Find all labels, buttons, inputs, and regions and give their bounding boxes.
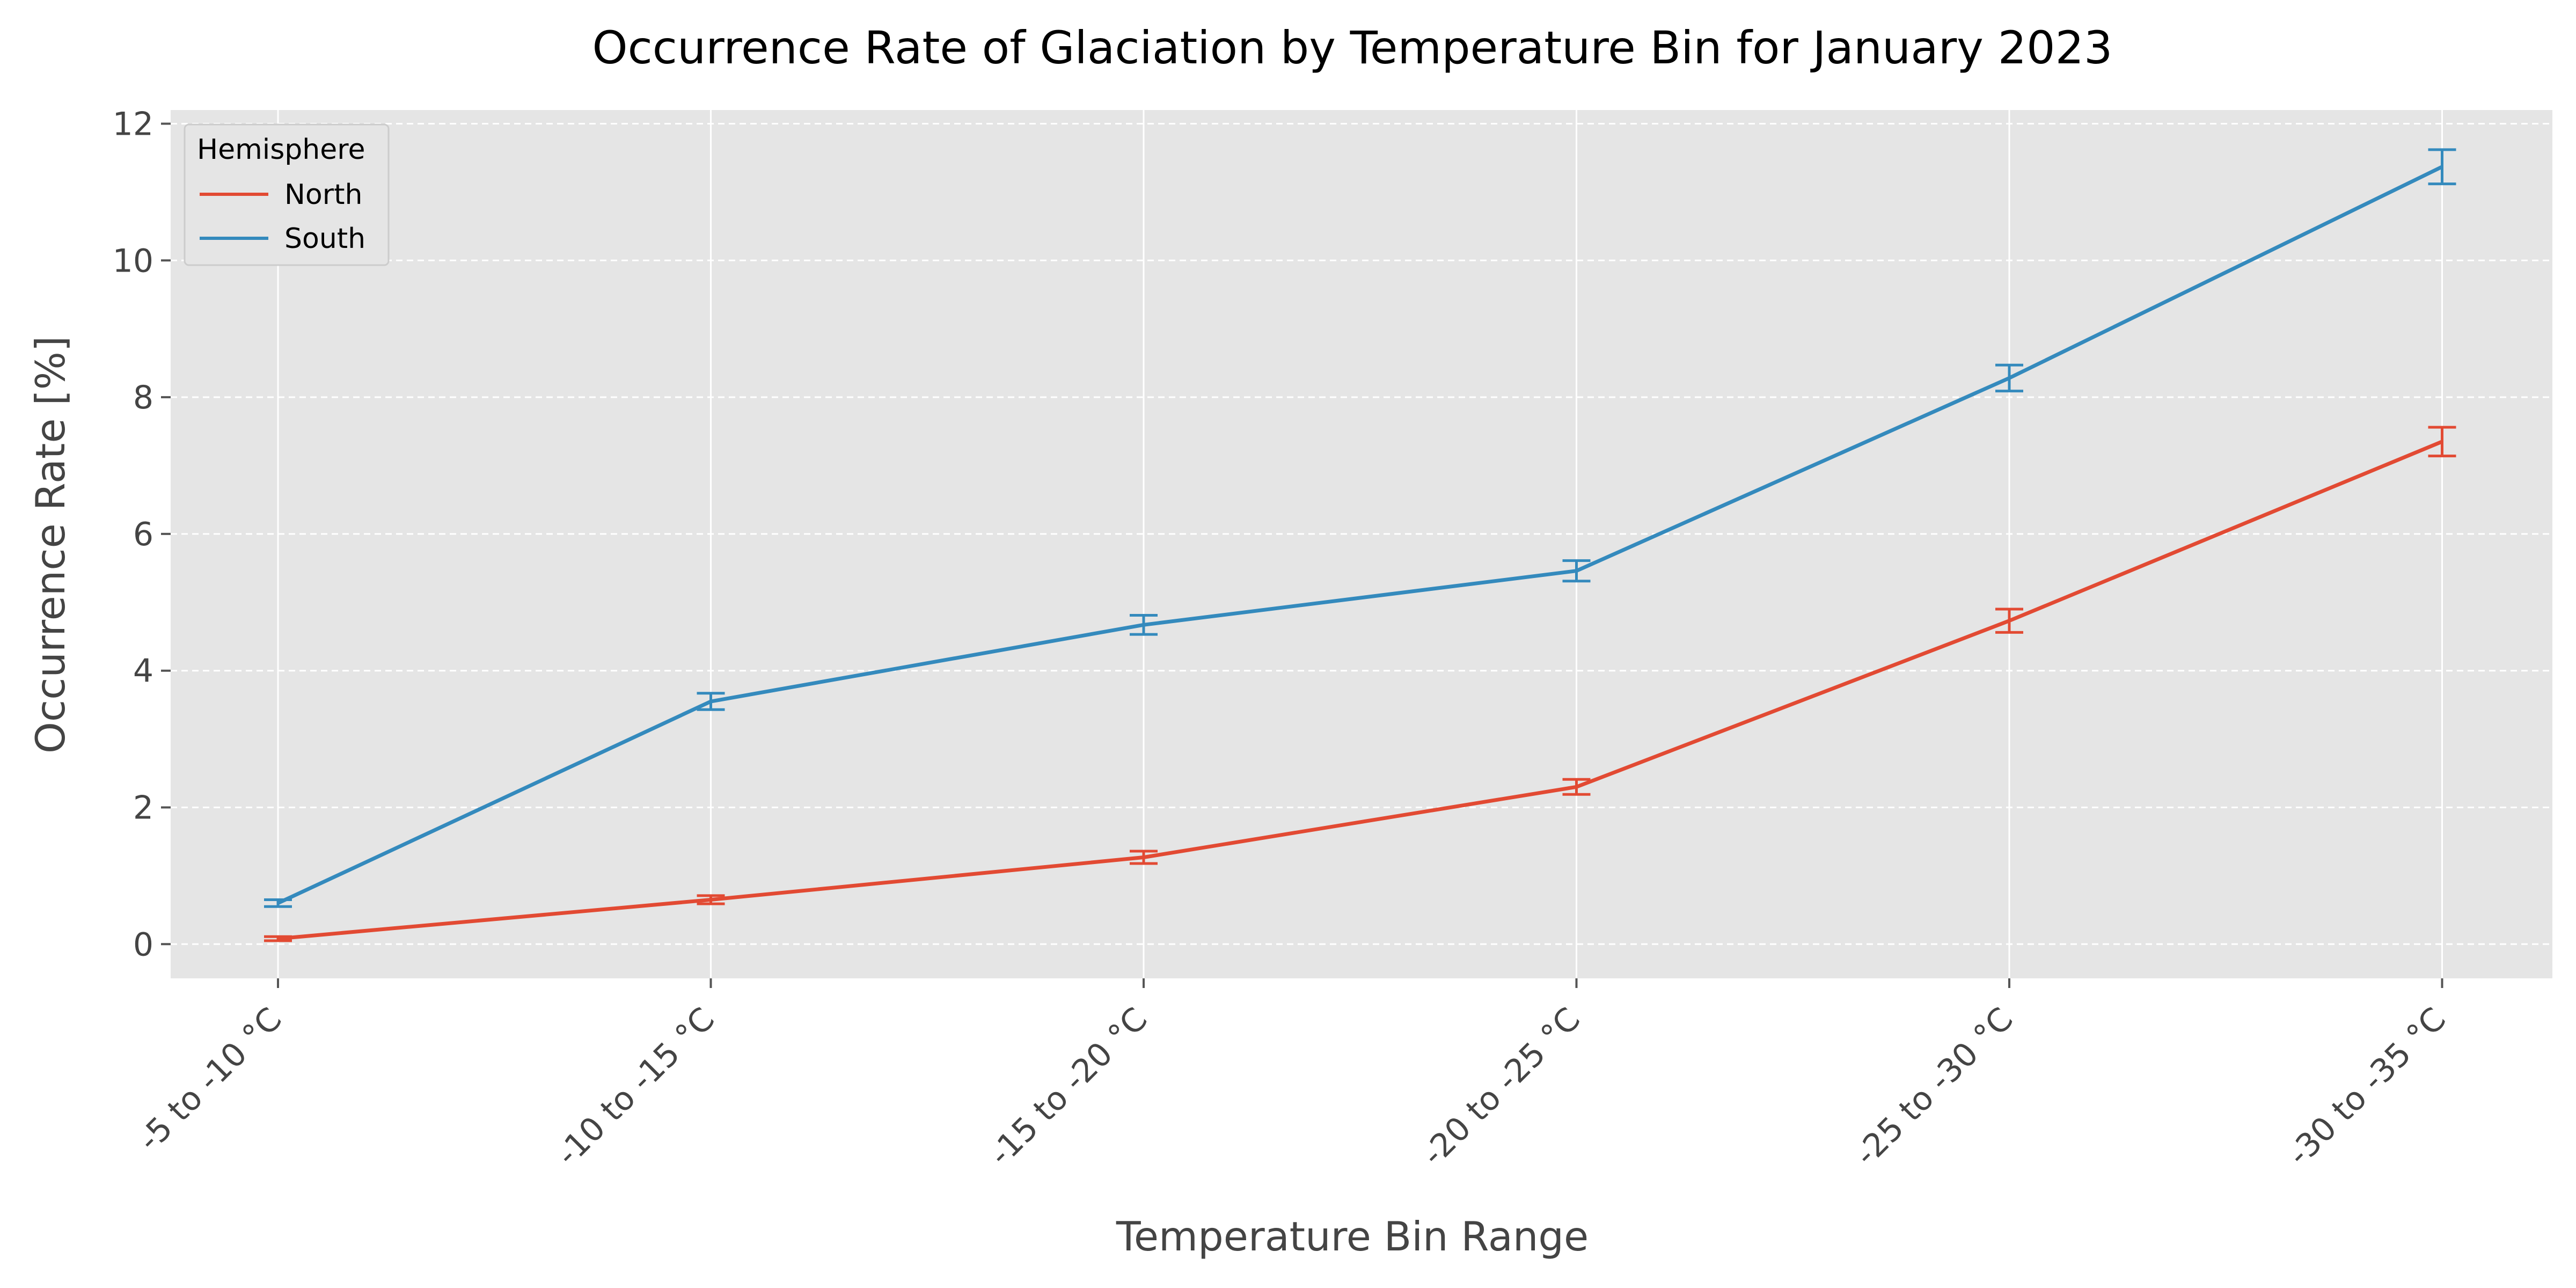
error-bar-north (697, 894, 725, 905)
chart-title: Occurrence Rate of Glaciation by Tempera… (592, 21, 2113, 74)
series-line-south (277, 165, 2443, 905)
series (264, 148, 2456, 942)
y-tick-label: 10 (113, 242, 153, 280)
y-tick-label: 2 (133, 789, 153, 826)
plot-background (171, 110, 2552, 978)
error-bar-south (1562, 559, 1591, 583)
x-tick-label: -20 to -25 °C (1415, 1000, 1587, 1173)
error-bar-north (2428, 426, 2456, 458)
error-bar-south (1995, 363, 2023, 393)
error-bar-south (1130, 613, 1158, 636)
error-bar-south (697, 692, 725, 711)
legend: Hemisphere North South (184, 123, 390, 266)
x-tick-label: -25 to -30 °C (1848, 1000, 2021, 1173)
legend-label-south: South (284, 223, 365, 255)
x-tick-label: -5 to -10 °C (131, 1000, 289, 1159)
y-tick-label: 12 (113, 105, 153, 143)
error-bar-south (2428, 148, 2456, 186)
x-tick-label: -10 to -15 °C (549, 1000, 722, 1173)
y-axis-label: Occurrence Rate [%] (27, 336, 74, 753)
x-axis-label: Temperature Bin Range (1116, 1213, 1589, 1260)
y-tick-label: 4 (133, 653, 153, 690)
legend-title: Hemisphere (197, 134, 365, 166)
error-bar-south (264, 898, 292, 908)
error-bar-north (264, 935, 292, 942)
x-tick-label: -30 to -35 °C (2280, 1000, 2453, 1173)
series-line-north (277, 440, 2443, 941)
x-tick-label: -15 to -20 °C (982, 1000, 1155, 1173)
y-tick-label: 0 (133, 926, 153, 963)
y-tick-label: 8 (133, 379, 153, 416)
legend-label-north: North (284, 179, 362, 211)
error-bar-north (1995, 608, 2023, 634)
legend-box (184, 123, 390, 266)
error-bar-north (1562, 778, 1591, 796)
error-bar-north (1130, 850, 1158, 865)
y-tick-label: 6 (133, 516, 153, 553)
